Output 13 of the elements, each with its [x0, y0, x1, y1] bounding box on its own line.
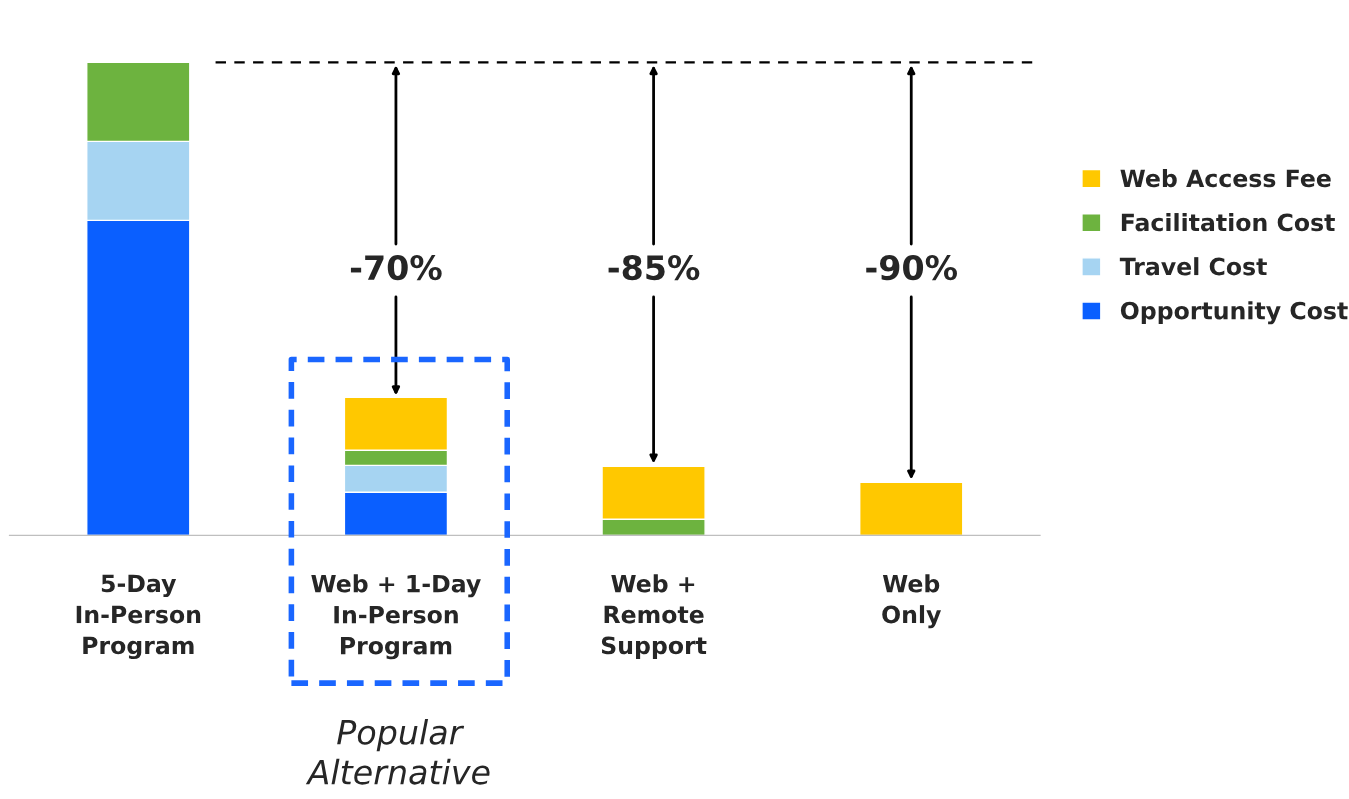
- annotation: -70%: [350, 254, 442, 281]
- annotation: -90%: [866, 254, 957, 281]
- legend-label: Facilitation Cost: [1121, 213, 1335, 232]
- bar: [859, 481, 964, 536]
- legend-label: Opportunity Cost: [1120, 301, 1348, 325]
- annotation: -85%: [608, 254, 700, 281]
- x-tick-label: Web Only: [882, 574, 941, 629]
- legend-label: Travel Cost: [1119, 257, 1267, 276]
- text: Popular Alternative: [305, 719, 490, 785]
- x-tick-label: 5-Day In-Person Program: [76, 574, 201, 660]
- legend-label: Web Access Fee: [1120, 168, 1331, 188]
- x-tick-label: Web + Remote Support: [601, 574, 707, 659]
- x-tick-label: Web + 1-Day In-Person Program: [311, 574, 481, 660]
